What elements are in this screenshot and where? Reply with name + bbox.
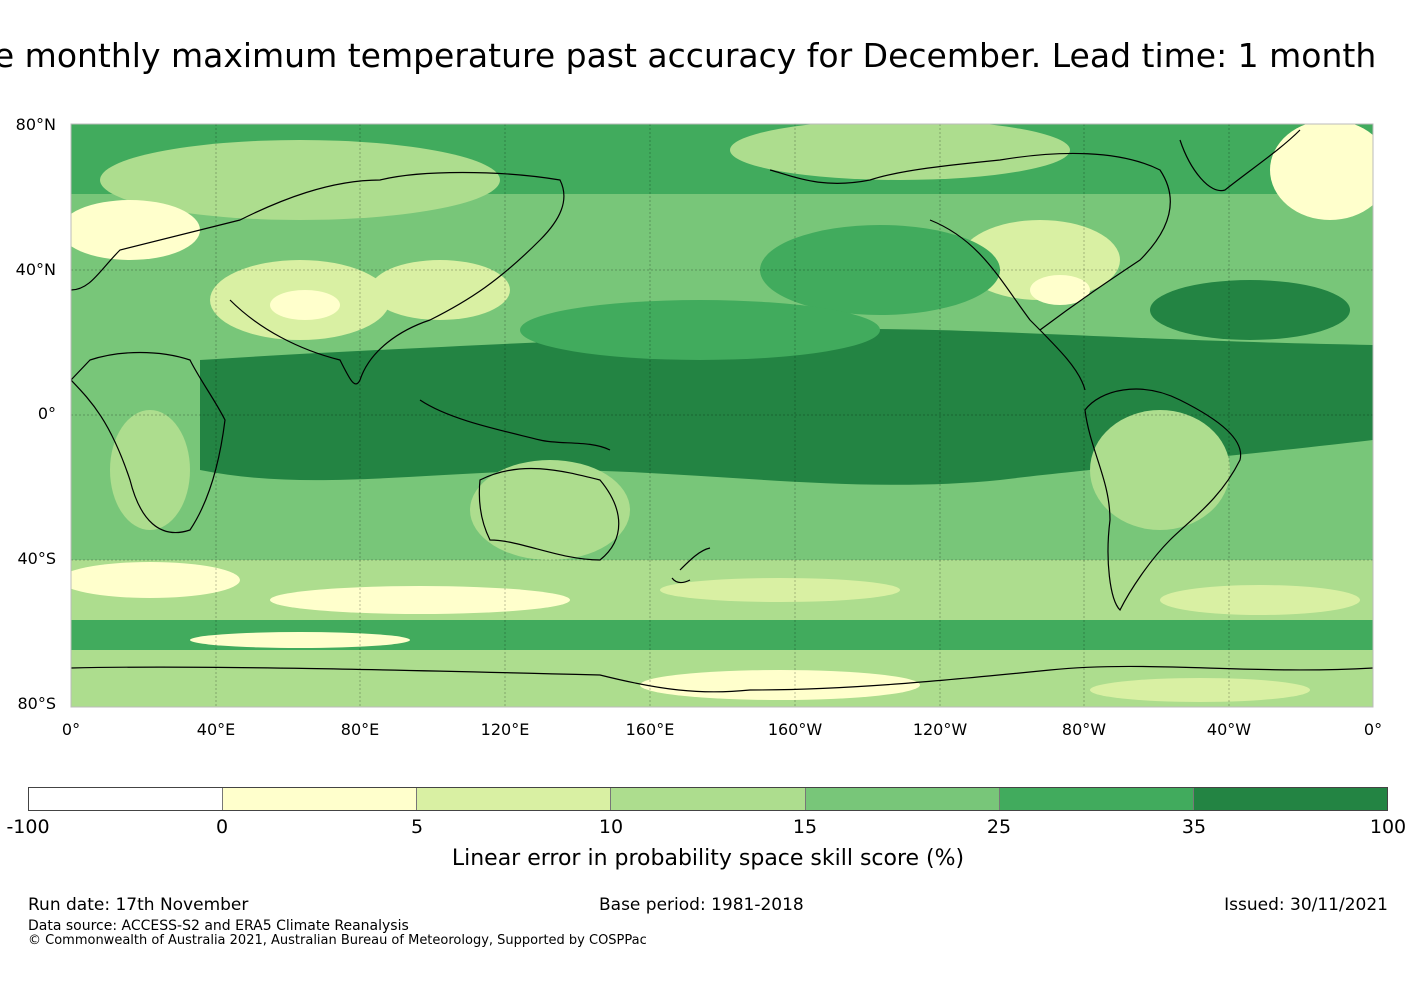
skill-score-map[interactable] (0, 100, 1416, 750)
map-frame (70, 123, 1374, 708)
lat-label-40n: 40°N (15, 260, 56, 279)
lat-label-0: 0° (37, 404, 56, 423)
lon-label-80e: 80°E (340, 720, 380, 739)
colorbar-tick: 0 (215, 816, 229, 838)
colorbar-segment (611, 788, 806, 810)
run-date: Run date: 17th November (28, 895, 249, 915)
data-source: Data source: ACCESS-S2 and ERA5 Climate … (28, 918, 409, 934)
colorbar (28, 787, 1388, 811)
colorbar-title: Linear error in probability space skill … (451, 846, 965, 871)
issued-date: Issued: 30/11/2021 (1224, 895, 1388, 915)
lon-label-80w: 80°W (1061, 720, 1107, 739)
lon-label-120e: 120°E (480, 720, 530, 739)
colorbar-tick: 10 (598, 816, 624, 838)
graticule (71, 124, 1373, 707)
colorbar-segment (417, 788, 612, 810)
colorbar-tick: 100 (1369, 816, 1407, 838)
lat-label-40s: 40°S (17, 549, 56, 568)
lon-label-0-west: 0° (61, 720, 81, 739)
colorbar-segment (29, 788, 224, 810)
lat-label-80s: 80°S (17, 694, 56, 713)
colorbar-segment (223, 788, 418, 810)
colorbar-tick: -100 (6, 816, 50, 838)
lat-label-80n: 80°N (15, 115, 56, 134)
skill-shading (71, 124, 1373, 707)
map-panel: 80°N 40°N 0° 40°S 80°S 0° 40°E 80°E 120°… (0, 100, 1416, 750)
colorbar-tick: 35 (1181, 816, 1207, 838)
colorbar-tick: 25 (986, 816, 1012, 838)
colorbar-segment (1193, 788, 1387, 810)
colorbar-tick: 15 (792, 816, 818, 838)
page-title: Tercile monthly maximum temperature past… (0, 36, 1377, 75)
lon-label-40w: 40°W (1206, 720, 1252, 739)
lon-label-0-east: 0° (1363, 720, 1383, 739)
lon-label-40e: 40°E (196, 720, 236, 739)
colorbar-tick: 5 (410, 816, 424, 838)
colorbar-segment (999, 788, 1194, 810)
colorbar-segment (805, 788, 1000, 810)
base-period: Base period: 1981-2018 (599, 895, 804, 915)
lon-label-160e: 160°E (625, 720, 675, 739)
lon-label-120w: 120°W (912, 720, 968, 739)
lon-label-160w: 160°W (767, 720, 823, 739)
copyright: © Commonwealth of Australia 2021, Austra… (28, 933, 647, 948)
coastlines (71, 129, 1373, 693)
